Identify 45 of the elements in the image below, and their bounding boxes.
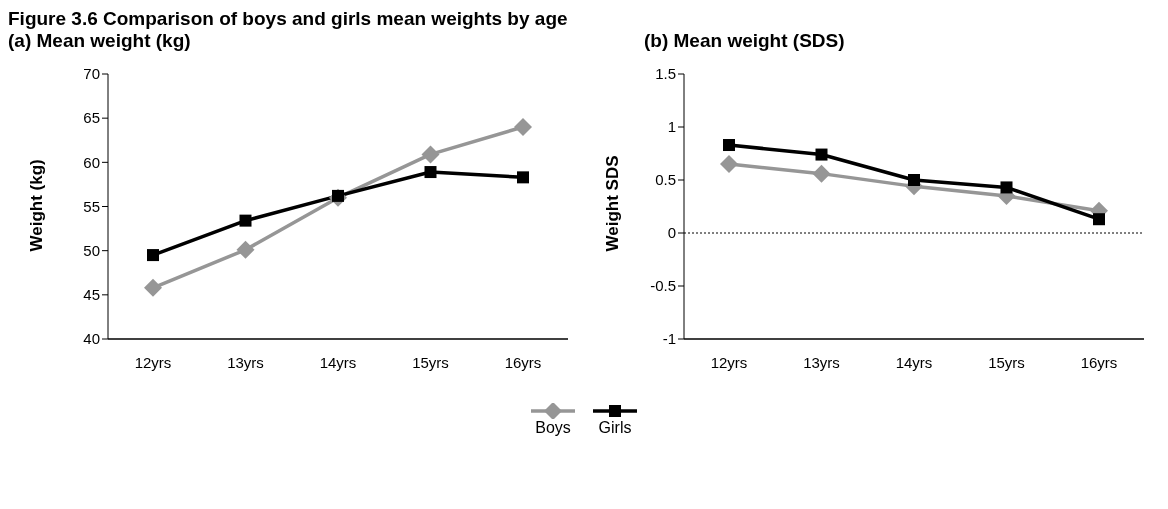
x-tick-label: 13yrs [803,353,840,371]
point [236,240,255,259]
point [720,155,738,174]
legend-label: Boys [535,419,571,437]
x-tick-label: 14yrs [319,353,357,371]
y-tick-label: 70 [83,65,100,83]
point [815,148,828,161]
y-axis-title: Weight SDS [603,155,623,252]
point [147,249,159,262]
y-tick-label: 1 [667,118,676,136]
chart-title: Figure 3.6 Comparison of boys and girls mean weights by age [8,8,569,30]
x-tick-label: 14yrs [895,353,933,371]
y-tick-label: 40 [83,330,100,348]
point [424,166,437,179]
point [1000,181,1013,194]
point [1093,213,1105,226]
y-axis-title: Weight (kg) [27,159,47,252]
y-tick-label: 1.5 [655,65,676,83]
point [812,164,831,183]
x-tick-label: 12yrs [134,353,172,371]
point [908,174,920,186]
x-tick-label: 13yrs [227,353,264,371]
chart-subtitle: (b) Mean weight (SDS) [643,30,846,53]
x-tick-label: 16yrs [1080,353,1118,371]
y-tick-label: -0.5 [650,277,676,295]
chart-subtitle: (a) Mean weight (kg) [8,30,192,53]
legend-label: Girls [598,419,632,437]
x-tick-label: 15yrs [988,353,1025,371]
y-tick-label: 55 [83,197,100,215]
y-tick-label: 50 [83,241,100,259]
y-tick-label: 45 [83,286,100,304]
y-tick-label: -1 [662,330,676,348]
y-tick-label: 0.5 [655,171,676,189]
point [723,139,735,152]
point [144,278,162,297]
point [239,214,252,227]
point [514,118,532,136]
y-tick-label: 60 [83,153,100,171]
x-tick-label: 15yrs [412,353,449,371]
point [421,145,440,164]
y-tick-label: 65 [83,109,100,127]
x-tick-label: 16yrs [504,353,542,371]
y-tick-label: 0 [667,224,676,242]
point [517,171,529,184]
x-tick-label: 12yrs [710,353,748,371]
